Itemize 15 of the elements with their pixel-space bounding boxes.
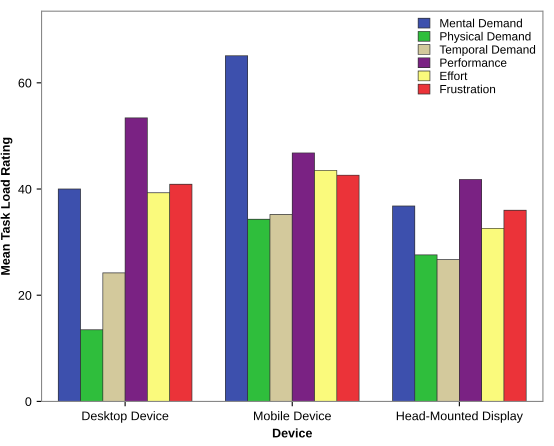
legend-label: Mental Demand xyxy=(440,18,522,28)
y-axis-title: Mean Task Load Rating xyxy=(0,138,12,275)
x-tick-label: Desktop Device xyxy=(82,411,168,423)
legend-label: Performance xyxy=(440,58,506,67)
x-axis-title: Device xyxy=(272,428,312,438)
legend-label: Frustration xyxy=(440,84,496,94)
legend-label: Effort xyxy=(440,71,468,80)
y-tick-label: 40 xyxy=(18,184,32,194)
legend-label: Physical Demand xyxy=(440,32,530,43)
x-tick-label: Head-Mounted Display xyxy=(396,411,523,423)
y-tick-label: 20 xyxy=(18,291,32,300)
legend-label: Temporal Demand xyxy=(440,45,536,56)
y-tick-label: 0 xyxy=(25,397,32,406)
x-tick-label: Mobile Device xyxy=(254,411,331,420)
y-tick-label: 60 xyxy=(18,78,32,88)
